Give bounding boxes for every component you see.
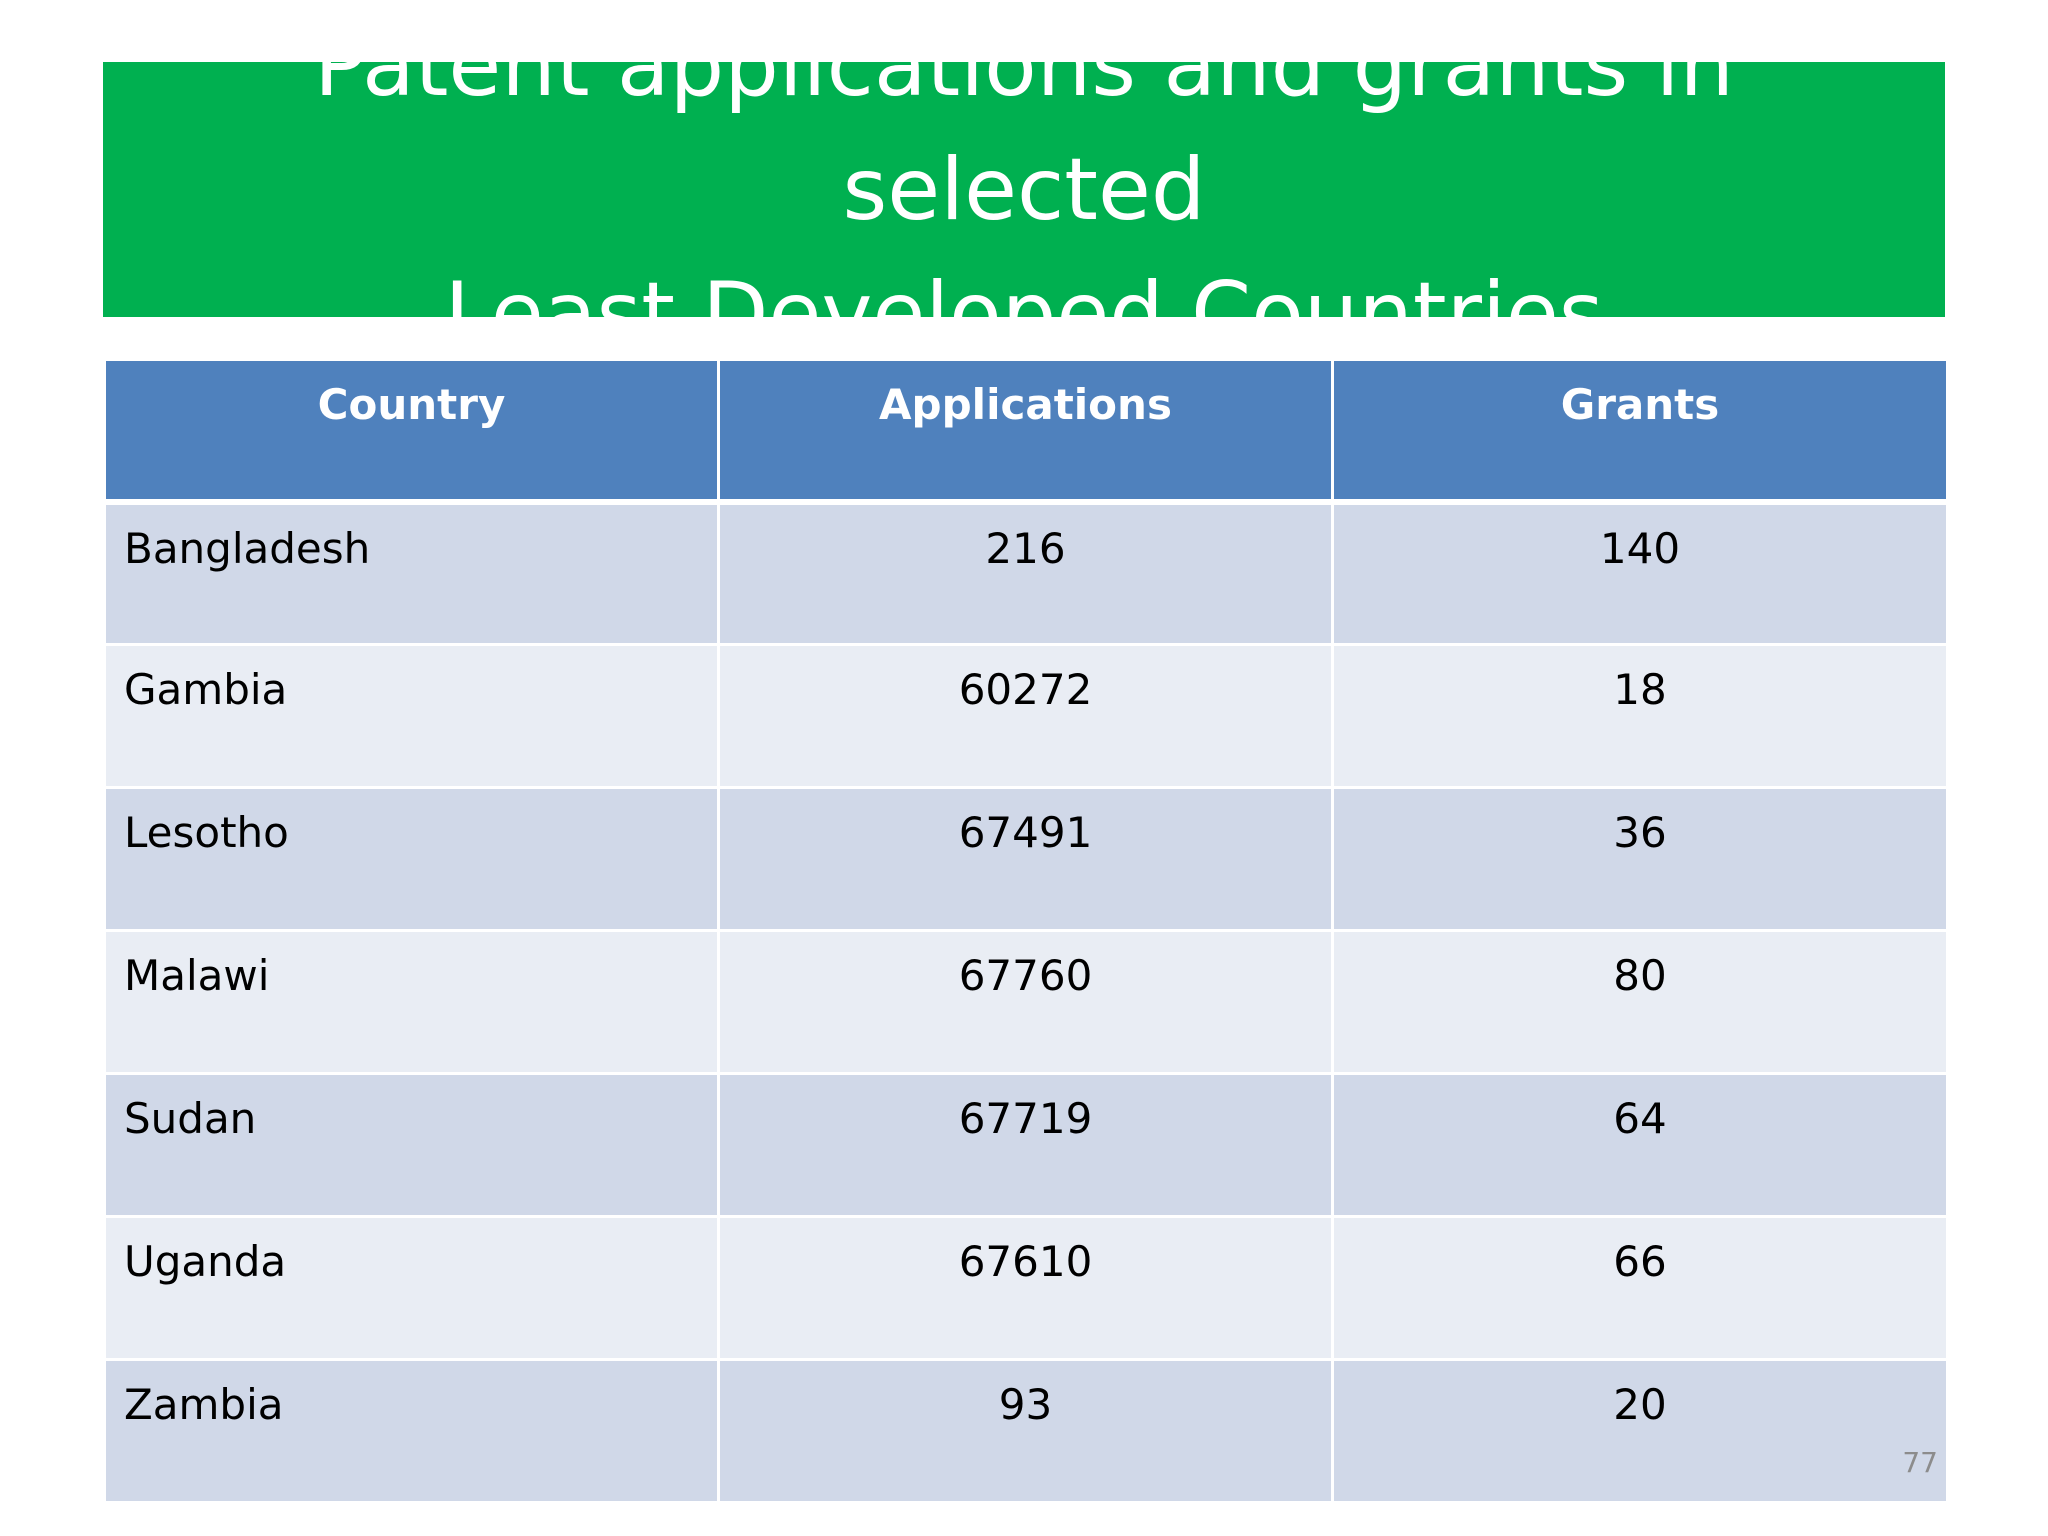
table-row: Bangladesh 216 140 [103, 500, 1949, 646]
table-row: Sudan 67719 64 [103, 1072, 1949, 1218]
slide-title: Patent applications and grants in select… [123, 4, 1925, 376]
cell-applications: 93 [717, 1358, 1334, 1504]
cell-country: Lesotho [103, 786, 720, 932]
cell-applications: 216 [717, 500, 1334, 646]
cell-grants: 64 [1331, 1072, 1949, 1218]
cell-grants: 80 [1331, 929, 1949, 1075]
cell-applications: 67719 [717, 1072, 1334, 1218]
table-row: Malawi 67760 80 [103, 929, 1949, 1075]
cell-grants: 36 [1331, 786, 1949, 932]
cell-country: Gambia [103, 643, 720, 789]
cell-grants: 140 [1331, 500, 1949, 646]
cell-country: Sudan [103, 1072, 720, 1218]
table-row: Gambia 60272 18 [103, 643, 1949, 789]
cell-applications: 67491 [717, 786, 1334, 932]
table-row: Uganda 67610 66 [103, 1215, 1949, 1361]
table-row: Zambia 93 20 [103, 1358, 1949, 1504]
cell-grants: 66 [1331, 1215, 1949, 1361]
header-country: Country [103, 358, 720, 503]
patent-table: Country Applications Grants Bangladesh 2… [103, 358, 1949, 1504]
cell-applications: 67760 [717, 929, 1334, 1075]
cell-grants: 20 [1331, 1358, 1949, 1504]
cell-country: Uganda [103, 1215, 720, 1361]
table-header-row: Country Applications Grants [103, 358, 1949, 503]
cell-applications: 67610 [717, 1215, 1334, 1361]
slide-number: 77 [1902, 1446, 1938, 1479]
cell-country: Bangladesh [103, 500, 720, 646]
title-line-2: Least Developed Countries [444, 263, 1604, 364]
cell-country: Malawi [103, 929, 720, 1075]
table-row: Lesotho 67491 36 [103, 786, 1949, 932]
title-banner: Patent applications and grants in select… [103, 16, 1945, 364]
cell-applications: 60272 [717, 643, 1334, 789]
title-line-1: Patent applications and grants in select… [314, 15, 1734, 240]
cell-grants: 18 [1331, 643, 1949, 789]
header-applications: Applications [717, 358, 1334, 503]
header-grants: Grants [1331, 358, 1949, 503]
cell-country: Zambia [103, 1358, 720, 1504]
